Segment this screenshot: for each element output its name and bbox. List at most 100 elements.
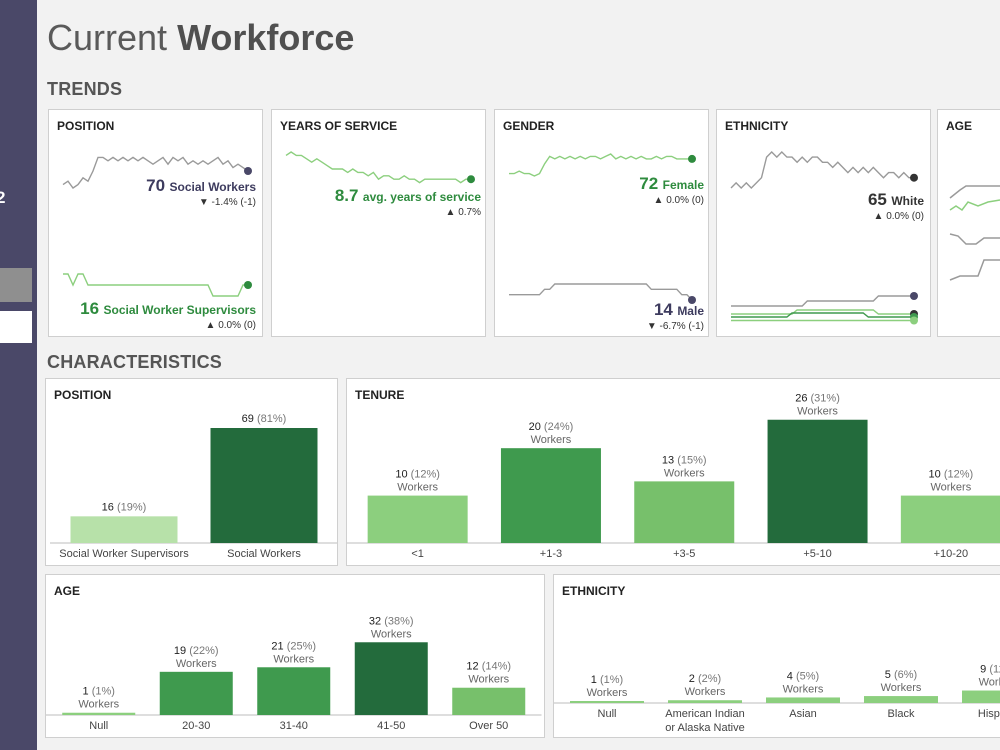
kpi-change: ▲ 0.7% [445, 207, 481, 218]
kpi-avg-years: 8.7 avg. years of service ▲ 0.7% [335, 186, 481, 218]
card-title: AGE [54, 584, 81, 598]
data-unit-label: Workers [78, 699, 119, 711]
bar [354, 642, 428, 715]
data-label: 26 (31%) [795, 393, 840, 405]
data-label: 13 (15%) [662, 454, 707, 466]
x-tick-label: +10-20 [934, 548, 969, 560]
card-title: TENURE [355, 388, 405, 402]
bar [766, 697, 840, 703]
data-unit-label: Workers [531, 434, 572, 446]
kpi-label: White [891, 194, 924, 208]
card-title: POSITION [54, 388, 112, 402]
trend-end-dot [910, 173, 918, 182]
x-tick-label: 31-40 [280, 720, 308, 732]
trend-end-dot [244, 167, 252, 175]
kpi-change: ▲ 0.0% (0) [873, 211, 924, 222]
data-unit-label: Workers [468, 674, 509, 686]
data-unit-label: Workers [664, 467, 705, 479]
kpi-label: Social Workers [169, 180, 256, 194]
card-title: POSITION [57, 119, 115, 133]
data-label: 16 (19%) [102, 501, 147, 513]
trend-card-age[interactable]: AGE [937, 109, 1000, 337]
bar [210, 428, 318, 543]
x-tick-label: +1-3 [540, 548, 562, 560]
bar [900, 495, 1000, 543]
data-label: 19 (22%) [174, 645, 219, 657]
sparkline-chart-position [62, 156, 252, 297]
trend-card-gender[interactable]: GENDER 72 Female ▲ 0.0% (0) 14 Male ▼ -6… [494, 109, 709, 337]
x-tick-label: Hispanic [978, 708, 1000, 720]
data-unit-label: Workers [397, 482, 438, 494]
bar [668, 700, 742, 703]
char-card-ethnicity[interactable]: ETHNICITY 1 (1%) Workers Null 2 (2%) Workers… [553, 574, 1000, 738]
trend-card-ethnicity[interactable]: ETHNICITY 65 White ▲ 0.0% (0) [716, 109, 931, 337]
bar [500, 448, 601, 543]
trend-line [730, 151, 914, 189]
data-unit-label: Workers [930, 482, 971, 494]
kpi-value: 14 [653, 300, 673, 319]
char-card-position[interactable]: POSITION 16 (19%) Social Worker Superviso… [45, 378, 338, 566]
kpi-change: ▼ -1.4% (-1) [198, 197, 256, 208]
trend-line [731, 309, 914, 315]
x-tick-label: American Indian [665, 708, 745, 720]
bar [864, 696, 938, 703]
trend-line [731, 312, 914, 318]
trend-line [509, 153, 692, 177]
trend-card-position[interactable]: POSITION 70 Social Workers ▼ -1.4% (-1) … [48, 109, 263, 337]
data-label: 4 (5%) [787, 670, 819, 682]
kpi-label: avg. years of service [362, 190, 481, 204]
data-unit-label: Workers [176, 658, 217, 670]
data-label: 1 (1%) [591, 674, 623, 686]
bar-chart-position: 16 (19%) Social Worker Supervisors 69 (81%… [50, 413, 337, 560]
page-title: Current Workforce [47, 17, 354, 59]
sidebar-button-selected[interactable] [0, 268, 32, 302]
data-label: 10 (12%) [395, 469, 440, 481]
trend-card-years-of-service[interactable]: YEARS OF SERVICE 8.7 avg. years of servi… [271, 109, 486, 337]
page-title-bold: Workforce [177, 17, 355, 58]
card-title: YEARS OF SERVICE [280, 119, 398, 133]
x-tick-label: or Alaska Native [665, 722, 744, 734]
kpi-change: ▼ -6.7% (-1) [646, 321, 704, 332]
kpi-value: 72 [639, 174, 659, 193]
card-title: GENDER [503, 119, 555, 133]
sparkline-chart-ethnicity [730, 151, 918, 325]
trend-line [731, 295, 914, 307]
char-card-age[interactable]: AGE 1 (1%) Workers Null 19 (22%) Workers 20-3… [45, 574, 545, 738]
section-trends-heading: TRENDS [47, 79, 123, 99]
data-unit-label: Workers [273, 653, 314, 665]
x-tick-label: 41-50 [377, 720, 405, 732]
age-trend-line [949, 185, 1000, 199]
char-card-tenure[interactable]: TENURE 10 (12%) Workers <1 20 (24%) Workers +… [346, 378, 1000, 566]
data-unit-label: Workers [587, 687, 628, 699]
kpi-change: ▲ 0.0% (0) [653, 195, 704, 206]
data-unit-label: Workers [783, 683, 824, 695]
kpi-social-workers: 70 Social Workers ▼ -1.4% (-1) [146, 176, 256, 208]
kpi-value: 8.7 [334, 186, 359, 205]
sidebar-digit: 2 [0, 188, 6, 207]
kpi-value: 16 [80, 299, 100, 318]
kpi-white: 65 White ▲ 0.0% (0) [868, 190, 924, 222]
x-tick-label: Asian [789, 708, 817, 720]
sidebar-button[interactable] [0, 311, 32, 343]
x-tick-label: <1 [411, 548, 424, 560]
trend-end-dot [688, 296, 696, 304]
age-trend-line [949, 199, 1000, 212]
x-tick-label: Black [888, 708, 915, 720]
kpi-value: 65 [867, 190, 887, 209]
x-tick-label: +3-5 [673, 548, 695, 560]
trend-end-dot [910, 316, 918, 325]
bar-chart-tenure: 10 (12%)Workers<120 (24%)Workers+1-313 (… [347, 393, 1000, 560]
card-title: ETHNICITY [725, 119, 789, 133]
bar [159, 671, 233, 715]
sparkline-chart-years [285, 151, 475, 184]
trend-end-dot [467, 175, 475, 184]
kpi-social-worker-supervisors: 16 Social Worker Supervisors ▲ 0.0% (0) [80, 299, 256, 331]
data-unit-label: Workers [881, 682, 922, 694]
trend-line [285, 151, 471, 184]
bar [570, 701, 644, 703]
trend-end-dot [910, 292, 918, 300]
bar [257, 667, 331, 715]
x-tick-label: Social Workers [227, 548, 301, 560]
x-tick-label: Over 50 [469, 720, 508, 732]
kpi-change: ▲ 0.0% (0) [205, 320, 256, 331]
